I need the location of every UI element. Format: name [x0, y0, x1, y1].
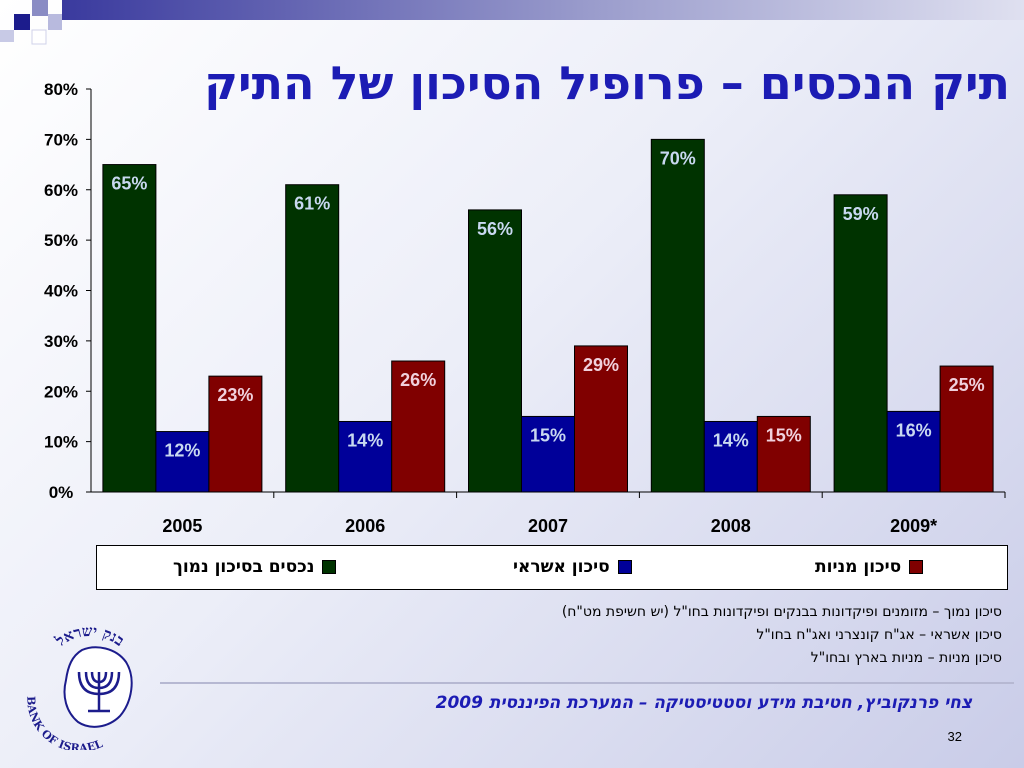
- bar: [468, 209, 522, 493]
- risk-profile-bar-chart: 0% 10% 20% 30% 40% 50% 60% 70% 80% 2005 2006 2007 20…: [44, 80, 1006, 536]
- menorah-icon: [77, 671, 121, 713]
- bar: [391, 360, 446, 493]
- page-title: תיק הנכסים – פרופיל הסיכון של התיק: [204, 56, 1010, 110]
- x-tick-label: 2006: [345, 516, 385, 536]
- y-tick-label: 20%: [44, 382, 78, 401]
- legend-swatch-credit: [617, 560, 632, 574]
- bar: [650, 138, 705, 493]
- data-label: 26%: [400, 370, 436, 390]
- footer-credit: צחי פרנקוביץ, חטיבת מידע וסטטיסטיקה – המ…: [435, 693, 972, 713]
- data-label: 14%: [347, 430, 383, 450]
- data-label: 56%: [477, 219, 513, 239]
- data-label: 25%: [949, 375, 985, 395]
- legend-label-low-risk: נכסים בסיכון נמוך: [173, 557, 315, 577]
- data-label: 23%: [217, 385, 253, 405]
- bar: [285, 184, 340, 493]
- y-tick-label: 70%: [44, 130, 78, 149]
- note-credit-risk: סיכון אשראי – אג"ח קונצרני ואג"ח בחו"ל: [756, 627, 1002, 643]
- data-label: 15%: [766, 425, 802, 445]
- data-label: 65%: [111, 174, 147, 194]
- data-label: 15%: [530, 425, 566, 445]
- legend-swatch-low-risk: [322, 560, 337, 574]
- data-label: 14%: [713, 430, 749, 450]
- y-tick-label: 0%: [49, 483, 74, 502]
- x-tick-label: 2008: [711, 516, 751, 536]
- bar: [574, 345, 628, 493]
- bar: [756, 415, 811, 493]
- data-label: 16%: [896, 420, 932, 440]
- legend-label-credit: סיכון אשראי: [513, 557, 610, 577]
- bar: [886, 410, 941, 493]
- bar: [939, 365, 994, 493]
- bar: [703, 420, 758, 493]
- bar: [521, 415, 575, 493]
- y-tick-label: 60%: [44, 181, 78, 200]
- data-label: 12%: [164, 441, 200, 461]
- bar: [208, 375, 263, 493]
- y-tick-label: 40%: [44, 282, 78, 301]
- x-tick-label: 2005: [162, 516, 202, 536]
- legend-swatch-equity: [909, 560, 924, 574]
- data-label: 59%: [843, 204, 879, 224]
- y-tick-label: 10%: [44, 433, 78, 452]
- bar: [833, 194, 888, 493]
- chart-legend: סיכון מניות סיכון אשראי נכסים בסיכון נמו…: [96, 545, 1008, 590]
- bank-of-israel-logo: בנק ישראל BANK OF ISRAEL: [24, 622, 133, 750]
- legend-label-equity: סיכון מניות: [815, 557, 902, 577]
- x-tick-label: 2009*: [890, 516, 937, 536]
- y-tick-label: 80%: [44, 80, 78, 99]
- bar: [155, 431, 210, 493]
- decorative-header-band: [0, 0, 1024, 45]
- legend-item-equity: סיכון מניות: [815, 557, 924, 577]
- legend-item-low-risk: נכסים בסיכון נמוך: [173, 557, 337, 577]
- note-equity-risk: סיכון מניות – מניות בארץ ובחו"ל: [810, 650, 1002, 666]
- bar: [102, 164, 157, 493]
- x-tick-label: 2007: [528, 516, 568, 536]
- data-label: 61%: [294, 194, 330, 214]
- svg-text:בנק ישראל: בנק ישראל: [51, 622, 127, 651]
- data-label: 70%: [660, 148, 696, 168]
- logo-hebrew-text: בנק ישראל: [51, 622, 127, 651]
- note-low-risk: סיכון נמוך – מזומנים ופיקדונות בבנקים ופ…: [561, 604, 1002, 620]
- page-number: 32: [947, 729, 962, 744]
- definitions-notes: סיכון נמוך – מזומנים ופיקדונות בבנקים ופ…: [562, 601, 1002, 670]
- y-tick-label: 50%: [44, 231, 78, 250]
- legend-item-credit: סיכון אשראי: [513, 557, 632, 577]
- y-tick-label: 30%: [44, 332, 78, 351]
- data-label: 29%: [583, 355, 619, 375]
- bar: [338, 420, 393, 493]
- footer-divider: [160, 682, 1014, 684]
